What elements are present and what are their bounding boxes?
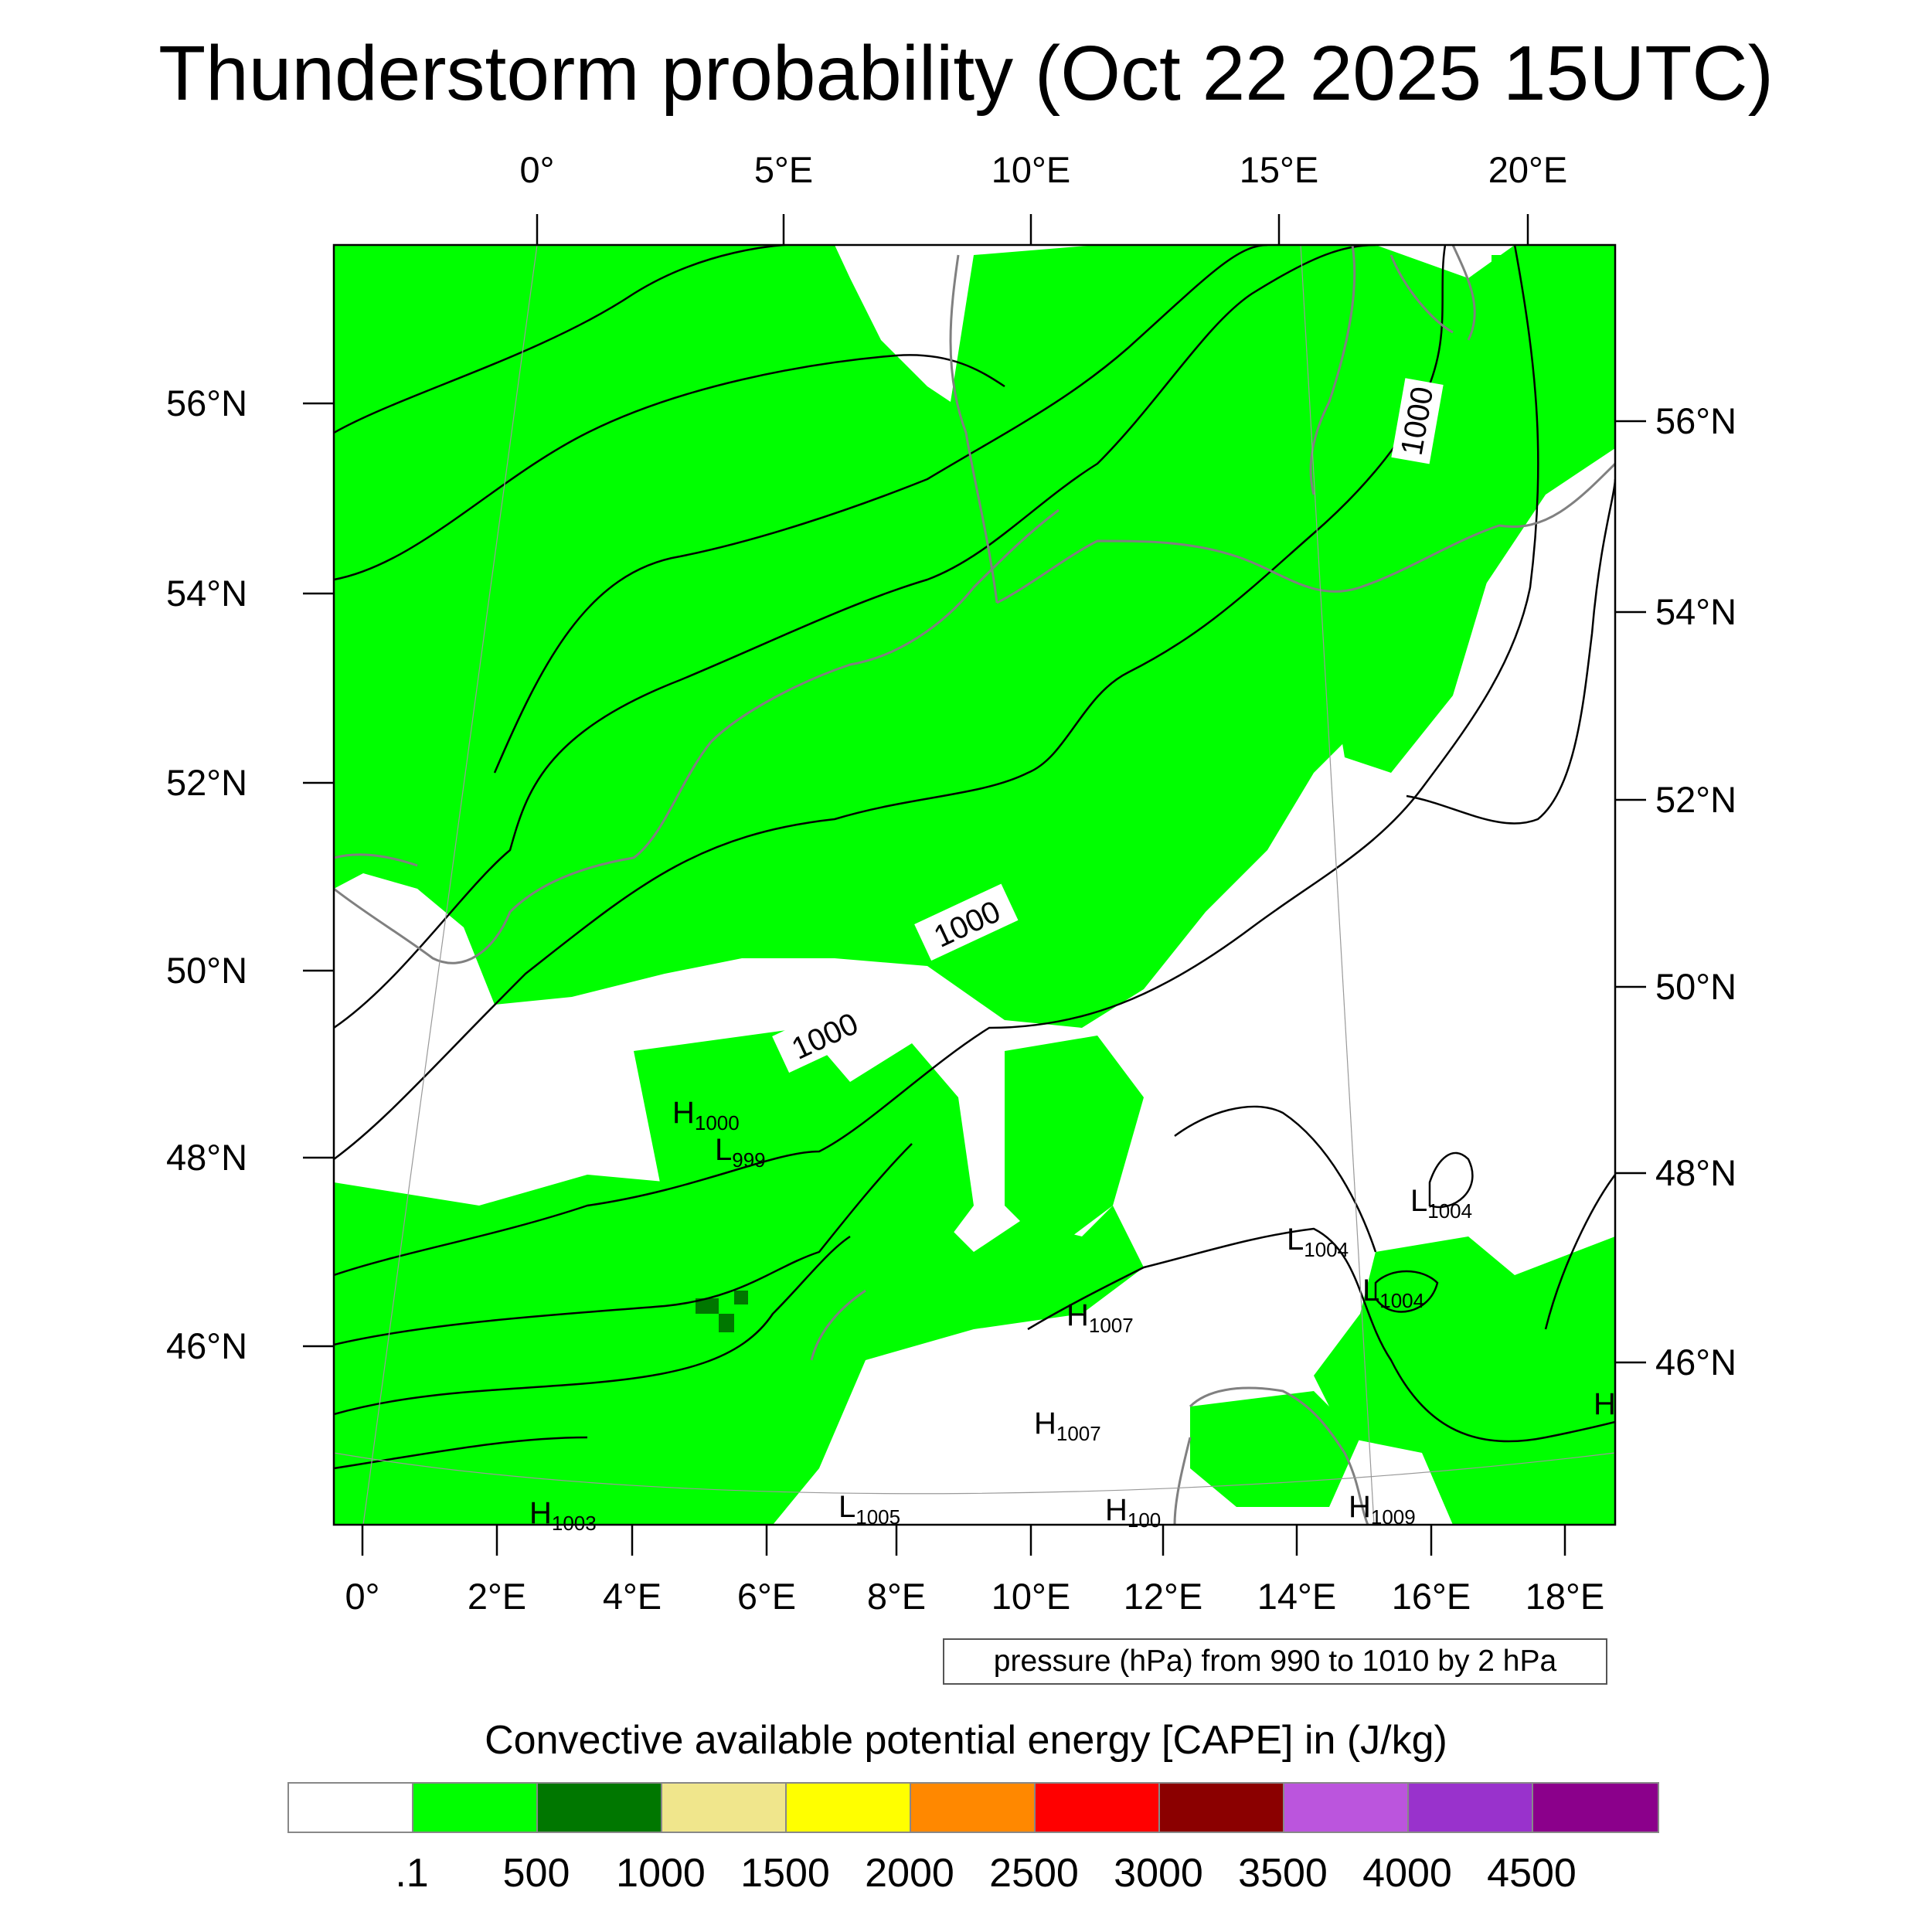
cape-area-south bbox=[334, 1175, 1144, 1525]
cape-area-adriatic bbox=[1190, 1391, 1360, 1507]
left-lat-label: 56°N bbox=[166, 383, 248, 423]
bottom-lon-label: 10°E bbox=[991, 1576, 1071, 1617]
pressure-center-high: H1007 bbox=[1066, 1298, 1134, 1337]
right-lat-label: 54°N bbox=[1655, 591, 1737, 632]
pressure-center-high: H1000 bbox=[672, 1096, 740, 1134]
pressure-center-high: H bbox=[1594, 1387, 1616, 1421]
coastlines bbox=[334, 245, 1615, 1525]
bottom-lon-label: 0° bbox=[345, 1576, 380, 1617]
colorbar-box bbox=[787, 1784, 911, 1832]
bottom-lon-label: 12°E bbox=[1123, 1576, 1203, 1617]
bottom-lon-label: 14°E bbox=[1257, 1576, 1337, 1617]
colorbar-label: 2000 bbox=[865, 1851, 954, 1896]
bottom-lon-label: 16°E bbox=[1391, 1576, 1471, 1617]
chart-title: Thunderstorm probability (Oct 22 2025 15… bbox=[158, 30, 1774, 117]
right-lat-label: 56°N bbox=[1655, 400, 1737, 441]
bottom-lon-label: 6°E bbox=[736, 1576, 797, 1617]
colorbar-label: 1000 bbox=[616, 1851, 706, 1896]
cape-area-main bbox=[334, 245, 1615, 1028]
bottom-lon-label: 2°E bbox=[467, 1576, 527, 1617]
cape-area-east bbox=[1314, 479, 1499, 773]
left-lat-label: 52°N bbox=[166, 762, 248, 803]
right-lat-label: 52°N bbox=[1655, 779, 1737, 820]
pressure-center-low: L1004 bbox=[1362, 1274, 1425, 1312]
colorbar-label: 1500 bbox=[740, 1851, 830, 1896]
colorbar-title: Convective available potential energy [C… bbox=[485, 1718, 1447, 1763]
pressure-center-high: H1009 bbox=[1349, 1490, 1416, 1529]
colorbar-box bbox=[1533, 1784, 1658, 1832]
cape-area-south-blob bbox=[1005, 1036, 1144, 1252]
graticule bbox=[334, 245, 1615, 1525]
colorbar-label: 4500 bbox=[1487, 1851, 1577, 1896]
colorbar-box bbox=[1160, 1784, 1284, 1832]
colorbar-box bbox=[1036, 1784, 1160, 1832]
pressure-center-low: L1004 bbox=[1287, 1223, 1349, 1261]
left-lat-label: 50°N bbox=[166, 950, 248, 991]
colorbar-box bbox=[289, 1784, 413, 1832]
left-lat-label: 46°N bbox=[166, 1325, 248, 1366]
top-lon-label: 5°E bbox=[753, 149, 814, 190]
right-lat-label: 50°N bbox=[1655, 966, 1737, 1007]
cape-area-west bbox=[334, 1198, 371, 1283]
pressure-center-low: L1005 bbox=[838, 1490, 901, 1529]
colorbar-box bbox=[911, 1784, 1036, 1832]
colorbar-label: 500 bbox=[502, 1851, 570, 1896]
tick-marks bbox=[303, 214, 1646, 1556]
bottom-lon-label: 4°E bbox=[602, 1576, 662, 1617]
top-lon-label: 10°E bbox=[991, 149, 1071, 190]
colorbar-box bbox=[1409, 1784, 1533, 1832]
colorbar-box bbox=[1284, 1784, 1409, 1832]
colorbar-label: 4000 bbox=[1362, 1851, 1452, 1896]
left-lat-label: 48°N bbox=[166, 1137, 248, 1178]
contour-info-box: pressure (hPa) from 990 to 1010 by 2 hPa bbox=[943, 1638, 1607, 1685]
colorbar-label: 2500 bbox=[989, 1851, 1079, 1896]
right-lat-label: 46°N bbox=[1655, 1342, 1737, 1383]
map-frame bbox=[332, 243, 1617, 1526]
pressure-center-high: H1007 bbox=[1034, 1406, 1101, 1445]
colorbar-box bbox=[662, 1784, 787, 1832]
colorbar-label: 3000 bbox=[1114, 1851, 1203, 1896]
right-lat-label: 48°N bbox=[1655, 1152, 1737, 1193]
bottom-lon-label: 18°E bbox=[1525, 1576, 1605, 1617]
bottom-lon-label: 8°E bbox=[866, 1576, 927, 1617]
colorbar-label: 3500 bbox=[1238, 1851, 1328, 1896]
top-lon-label: 0° bbox=[519, 149, 555, 190]
cape-area-ne bbox=[1492, 255, 1615, 433]
colorbar bbox=[287, 1782, 1659, 1833]
colorbar-label: .1 bbox=[395, 1851, 429, 1896]
colorbar-box bbox=[413, 1784, 538, 1832]
top-lon-label: 15°E bbox=[1239, 149, 1319, 190]
pressure-center-high: H100 bbox=[1105, 1493, 1162, 1532]
cape-dark-shading bbox=[696, 1291, 748, 1332]
pressure-center-low: L1004 bbox=[1410, 1184, 1473, 1223]
pressure-center-high: H1003 bbox=[529, 1496, 597, 1535]
left-lat-label: 54°N bbox=[166, 573, 248, 614]
cape-shading bbox=[334, 245, 1615, 1525]
top-lon-label: 20°E bbox=[1488, 149, 1568, 190]
pressure-center-low: L999 bbox=[715, 1133, 766, 1172]
colorbar-box bbox=[538, 1784, 662, 1832]
